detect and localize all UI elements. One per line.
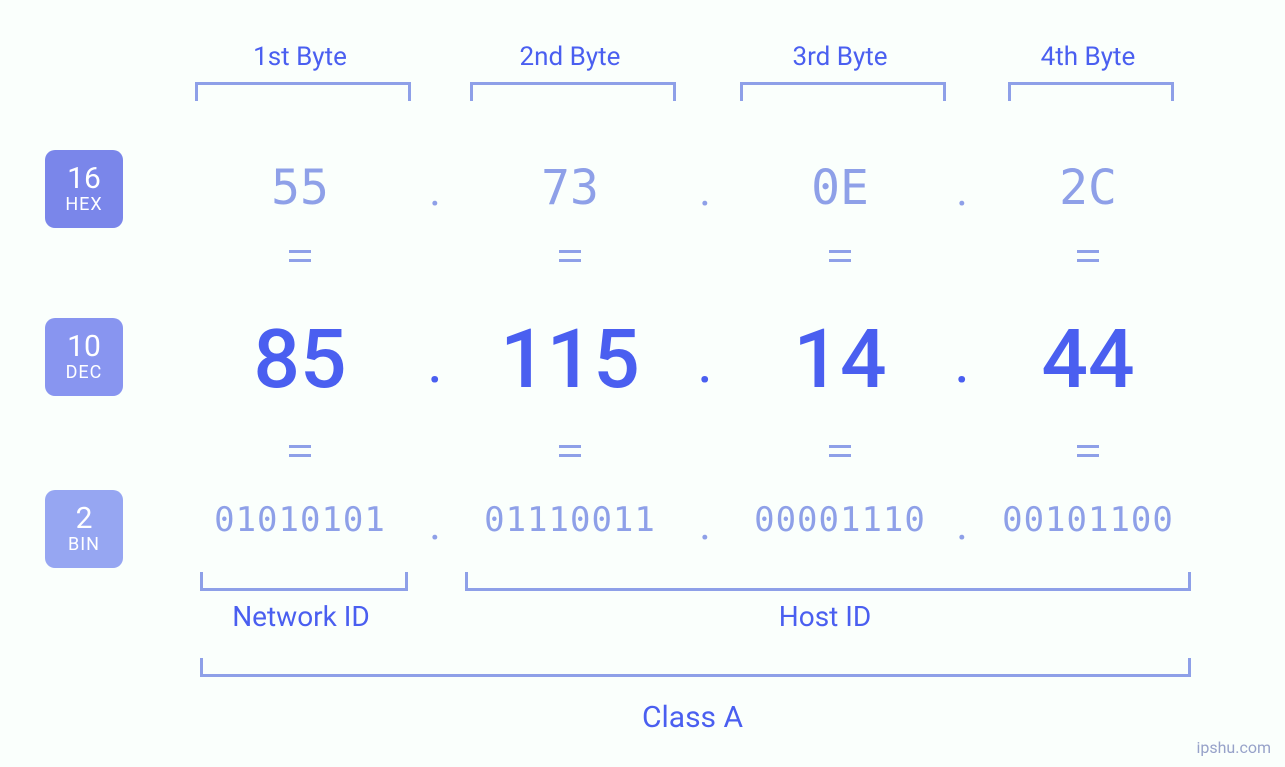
eq-hex-dec-1 bbox=[288, 250, 312, 262]
class-label: Class A bbox=[200, 700, 1185, 735]
bracket-top-3 bbox=[740, 82, 946, 101]
bin-dot-2: . bbox=[690, 498, 720, 550]
badge-hex-num: 16 bbox=[67, 163, 101, 195]
hex-dot-2: . bbox=[690, 164, 720, 216]
bin-byte-1: 01010101 bbox=[180, 500, 420, 540]
badge-hex: 16 HEX bbox=[45, 150, 123, 228]
eq-hex-dec-3 bbox=[828, 250, 852, 262]
badge-dec: 10 DEC bbox=[45, 318, 123, 396]
badge-bin: 2 BIN bbox=[45, 490, 123, 568]
host-id-label: Host ID bbox=[465, 600, 1185, 633]
bracket-class bbox=[200, 658, 1191, 677]
attribution: ipshu.com bbox=[1196, 738, 1271, 757]
hex-byte-1: 55 bbox=[190, 160, 410, 216]
dec-byte-4: 44 bbox=[968, 312, 1208, 408]
badge-bin-num: 2 bbox=[76, 503, 93, 535]
eq-dec-bin-1 bbox=[288, 445, 312, 457]
dec-dot-2: . bbox=[690, 326, 720, 397]
byte-header-4: 4th Byte bbox=[968, 42, 1208, 72]
dec-byte-3: 14 bbox=[720, 312, 960, 408]
byte-header-3: 3rd Byte bbox=[720, 42, 960, 72]
hex-byte-2: 73 bbox=[460, 160, 680, 216]
eq-dec-bin-4 bbox=[1076, 445, 1100, 457]
hex-dot-3: . bbox=[947, 164, 977, 216]
badge-dec-num: 10 bbox=[67, 331, 101, 363]
dec-byte-1: 85 bbox=[180, 312, 420, 408]
byte-header-2: 2nd Byte bbox=[450, 42, 690, 72]
bracket-top-2 bbox=[470, 82, 676, 101]
bracket-top-1 bbox=[195, 82, 411, 101]
eq-hex-dec-2 bbox=[558, 250, 582, 262]
byte-header-1: 1st Byte bbox=[180, 42, 420, 72]
eq-dec-bin-3 bbox=[828, 445, 852, 457]
badge-hex-label: HEX bbox=[65, 196, 102, 215]
network-id-label: Network ID bbox=[200, 600, 402, 633]
bracket-top-4 bbox=[1008, 82, 1174, 101]
dec-byte-2: 115 bbox=[450, 312, 690, 408]
eq-hex-dec-4 bbox=[1076, 250, 1100, 262]
bin-byte-4: 00101100 bbox=[968, 500, 1208, 540]
dec-dot-1: . bbox=[420, 326, 450, 397]
hex-dot-1: . bbox=[420, 164, 450, 216]
bracket-network bbox=[200, 572, 408, 591]
badge-dec-label: DEC bbox=[66, 364, 103, 383]
badge-bin-label: BIN bbox=[68, 536, 100, 555]
bin-dot-1: . bbox=[420, 498, 450, 550]
bin-dot-3: . bbox=[947, 498, 977, 550]
bin-byte-3: 00001110 bbox=[720, 500, 960, 540]
bracket-host bbox=[465, 572, 1191, 591]
eq-dec-bin-2 bbox=[558, 445, 582, 457]
dec-dot-3: . bbox=[947, 326, 977, 397]
bin-byte-2: 01110011 bbox=[450, 500, 690, 540]
hex-byte-3: 0E bbox=[730, 160, 950, 216]
hex-byte-4: 2C bbox=[978, 160, 1198, 216]
